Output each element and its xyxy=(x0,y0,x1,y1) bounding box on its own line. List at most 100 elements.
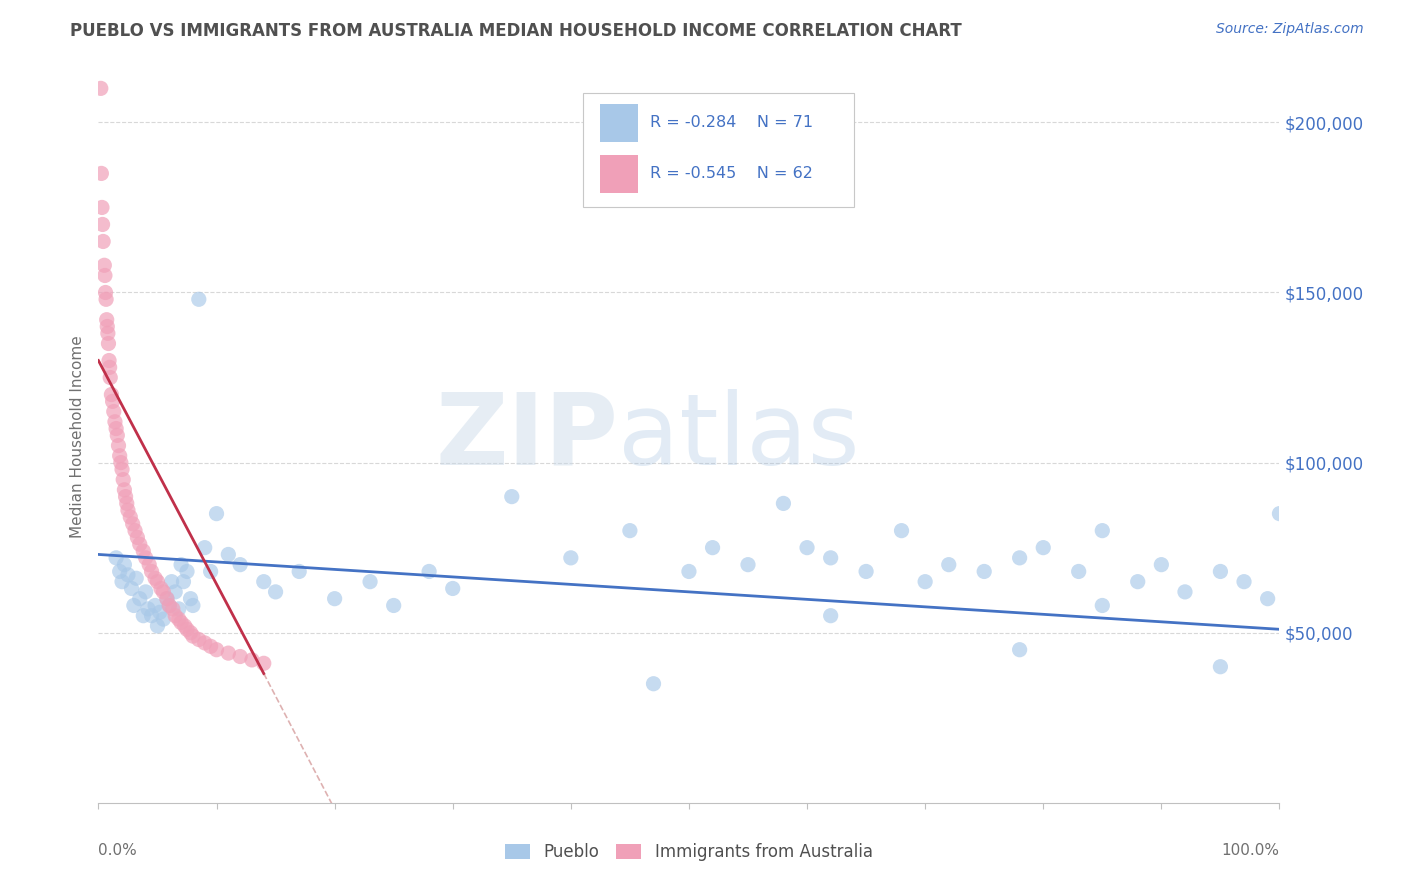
Point xyxy=(128,537,150,551)
Point xyxy=(1209,565,1232,579)
Point xyxy=(1032,541,1054,555)
Point xyxy=(111,462,134,476)
Point xyxy=(100,387,122,401)
Point xyxy=(181,629,204,643)
Point xyxy=(162,602,184,616)
Point xyxy=(128,591,150,606)
Point xyxy=(1233,574,1256,589)
Point xyxy=(180,591,202,606)
Point xyxy=(176,565,198,579)
Point xyxy=(141,608,163,623)
Point xyxy=(152,585,174,599)
Point xyxy=(229,558,252,572)
Text: R = -0.545    N = 62: R = -0.545 N = 62 xyxy=(650,166,813,181)
Point xyxy=(229,649,252,664)
Point xyxy=(820,550,842,565)
Point xyxy=(98,370,121,384)
Text: atlas: atlas xyxy=(619,389,859,485)
Point xyxy=(112,473,135,487)
Point xyxy=(253,657,276,671)
Point xyxy=(117,503,139,517)
Point xyxy=(205,507,228,521)
Point xyxy=(156,591,179,606)
Point xyxy=(560,550,582,565)
Text: R = -0.284    N = 71: R = -0.284 N = 71 xyxy=(650,115,813,130)
Point xyxy=(90,166,112,180)
Text: ZIP: ZIP xyxy=(436,389,619,485)
Point xyxy=(105,428,128,442)
Point xyxy=(187,293,209,307)
Point xyxy=(180,625,202,640)
Point xyxy=(122,599,145,613)
Point xyxy=(121,582,143,596)
Point xyxy=(914,574,936,589)
Point xyxy=(110,456,132,470)
Point xyxy=(91,201,114,215)
Point xyxy=(173,619,195,633)
Point xyxy=(105,550,128,565)
Point xyxy=(382,599,405,613)
Point xyxy=(160,574,183,589)
Point xyxy=(619,524,641,538)
Point xyxy=(90,81,112,95)
Point xyxy=(143,599,166,613)
Point xyxy=(181,599,204,613)
Point xyxy=(124,524,146,538)
Y-axis label: Median Household Income: Median Household Income xyxy=(69,335,84,539)
Point xyxy=(855,565,877,579)
Point xyxy=(501,490,523,504)
Point xyxy=(97,336,120,351)
Legend: Pueblo, Immigrants from Australia: Pueblo, Immigrants from Australia xyxy=(499,837,879,868)
Point xyxy=(772,496,794,510)
Text: 100.0%: 100.0% xyxy=(1222,843,1279,858)
Point xyxy=(143,571,166,585)
Point xyxy=(146,574,169,589)
Point xyxy=(1008,642,1031,657)
Point xyxy=(117,567,139,582)
FancyBboxPatch shape xyxy=(600,154,638,193)
Text: PUEBLO VS IMMIGRANTS FROM AUSTRALIA MEDIAN HOUSEHOLD INCOME CORRELATION CHART: PUEBLO VS IMMIGRANTS FROM AUSTRALIA MEDI… xyxy=(70,22,962,40)
Point xyxy=(737,558,759,572)
Point xyxy=(240,653,263,667)
Text: Source: ZipAtlas.com: Source: ZipAtlas.com xyxy=(1216,22,1364,37)
Text: 0.0%: 0.0% xyxy=(98,843,138,858)
Point xyxy=(112,483,135,497)
Point xyxy=(157,599,180,613)
Point xyxy=(200,640,222,654)
Point xyxy=(127,531,149,545)
Point xyxy=(98,353,121,368)
Point xyxy=(96,312,118,326)
Point xyxy=(141,565,163,579)
Point xyxy=(165,608,187,623)
Point xyxy=(187,632,209,647)
FancyBboxPatch shape xyxy=(582,94,855,207)
Point xyxy=(165,585,187,599)
Point xyxy=(890,524,912,538)
Point xyxy=(150,582,173,596)
Point xyxy=(1008,550,1031,565)
Point xyxy=(114,490,136,504)
Point xyxy=(205,642,228,657)
Point xyxy=(101,394,124,409)
Point xyxy=(264,585,287,599)
Point xyxy=(157,599,180,613)
Point xyxy=(132,544,155,558)
Point xyxy=(98,360,121,375)
Point xyxy=(108,565,131,579)
Point xyxy=(167,612,190,626)
Point xyxy=(172,574,194,589)
FancyBboxPatch shape xyxy=(600,103,638,142)
Point xyxy=(170,615,193,630)
Point xyxy=(94,293,117,307)
Point xyxy=(288,565,311,579)
Point xyxy=(1150,558,1173,572)
Point xyxy=(93,258,115,272)
Point xyxy=(1091,599,1114,613)
Point xyxy=(678,565,700,579)
Point xyxy=(132,608,155,623)
Point xyxy=(167,602,190,616)
Point xyxy=(111,574,134,589)
Point xyxy=(441,582,464,596)
Point xyxy=(125,571,148,585)
Point xyxy=(359,574,381,589)
